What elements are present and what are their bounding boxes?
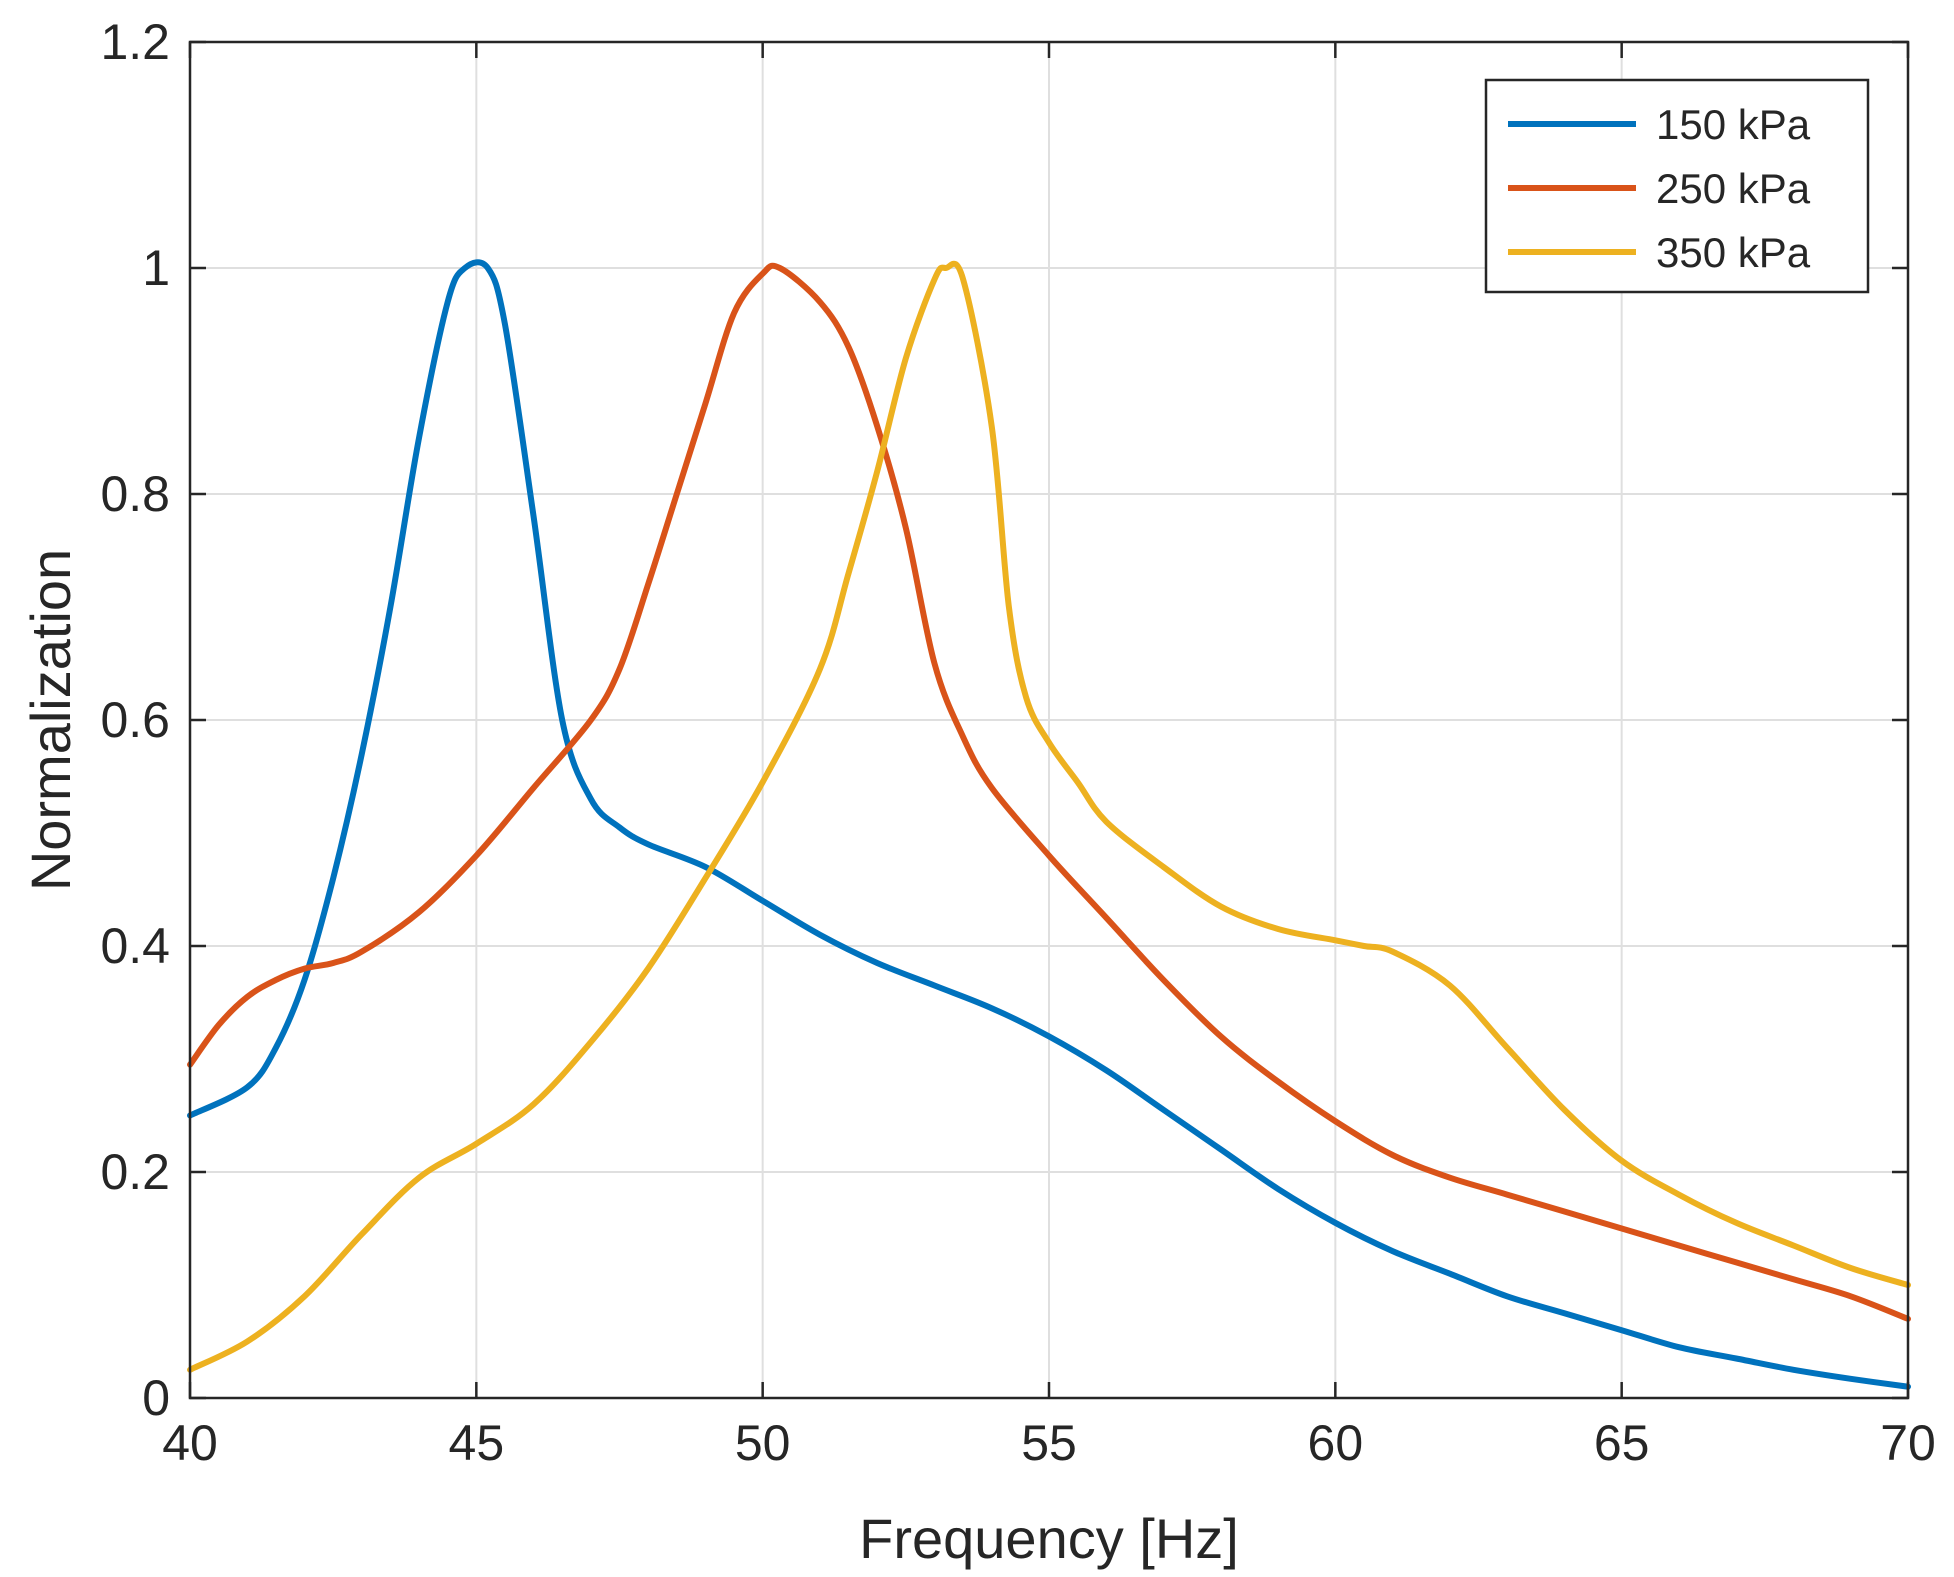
series-line-250-kpa bbox=[187, 262, 1911, 1322]
legend: 150 kPa 250 kPa 350 kPa bbox=[1484, 78, 1870, 294]
y-axis-label: Normalization bbox=[19, 549, 82, 891]
legend-label: 350 kPa bbox=[1656, 229, 1811, 276]
y-tick-label: 0.8 bbox=[100, 466, 170, 522]
x-tick-label: 55 bbox=[1021, 1415, 1077, 1471]
y-tick-label: 0.6 bbox=[100, 692, 170, 748]
y-tick-label: 0.4 bbox=[100, 918, 170, 974]
series-line-150-kpa bbox=[187, 259, 1911, 1390]
series-line-350-kpa bbox=[187, 260, 1911, 1373]
y-tick-label: 0.2 bbox=[100, 1144, 170, 1200]
legend-label: 150 kPa bbox=[1656, 101, 1811, 148]
x-tick-label: 40 bbox=[162, 1415, 218, 1471]
y-tick-label: 1.2 bbox=[100, 14, 170, 70]
x-tick-label: 65 bbox=[1594, 1415, 1650, 1471]
legend-items: 150 kPa 250 kPa 350 kPa bbox=[1508, 101, 1811, 276]
x-axis-label: Frequency [Hz] bbox=[859, 1507, 1239, 1570]
x-tick-label: 60 bbox=[1308, 1415, 1364, 1471]
y-tick-label: 0 bbox=[142, 1370, 170, 1426]
legend-label: 250 kPa bbox=[1656, 165, 1811, 212]
axis-ticks: 40 45 50 55 60 65 70 0 0.2 0.4 0.6 0.8 1 1.2 bbox=[100, 14, 1935, 1471]
x-tick-label: 70 bbox=[1880, 1415, 1936, 1471]
series-group bbox=[187, 259, 1911, 1390]
x-tick-label: 50 bbox=[735, 1415, 791, 1471]
x-tick-label: 45 bbox=[449, 1415, 505, 1471]
y-tick-label: 1 bbox=[142, 240, 170, 296]
